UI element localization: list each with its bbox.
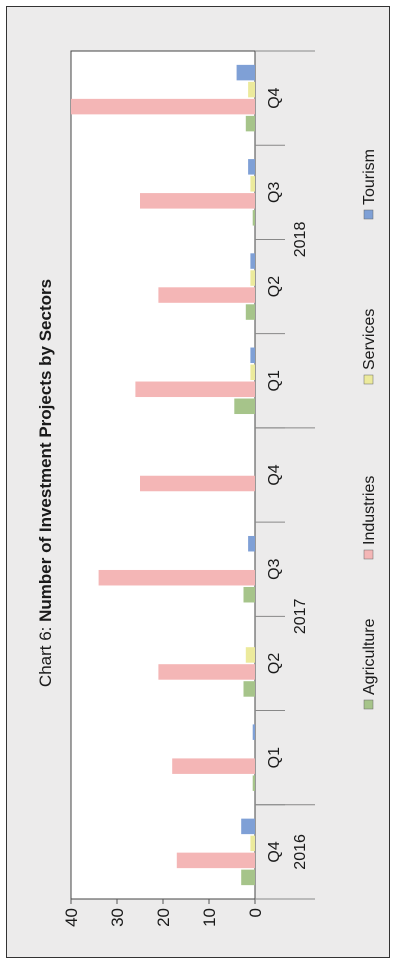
bar-tourism-8 <box>236 64 256 81</box>
bar-services-0 <box>250 835 255 852</box>
bar-industries-7 <box>140 193 255 209</box>
x-tick-label: Q4 <box>266 841 283 862</box>
x-tick-label: Q2 <box>266 653 283 674</box>
y-tick-label: 30 <box>108 908 127 927</box>
bars-layer <box>71 64 256 886</box>
bar-agriculture-0 <box>241 869 255 886</box>
x-tick-label: Q2 <box>266 276 283 297</box>
x-tick-label: Q4 <box>266 464 283 485</box>
bar-tourism-5 <box>250 347 255 364</box>
bar-agriculture-2 <box>243 681 255 697</box>
y-tick-label: 40 <box>62 908 81 927</box>
legend-swatch-tourism <box>363 209 374 220</box>
year-label: 2018 <box>292 222 309 258</box>
bar-industries-8 <box>71 98 255 115</box>
bar-industries-4 <box>140 475 255 492</box>
bar-services-5 <box>250 364 255 381</box>
bar-tourism-1 <box>252 724 255 740</box>
chart: Chart 6: Number of Investment Projects b… <box>36 50 378 927</box>
y-tick-label: 10 <box>200 908 219 927</box>
year-label: 2017 <box>292 598 309 634</box>
bar-industries-6 <box>158 287 255 303</box>
bar-industries-5 <box>135 381 255 398</box>
legend-label-services: Services <box>361 309 378 370</box>
x-tick-label: Q1 <box>266 747 283 768</box>
legend-label-industries: Industries <box>361 476 378 545</box>
bar-services-6 <box>250 270 255 286</box>
bar-tourism-7 <box>248 159 256 175</box>
x-tick-label: Q1 <box>266 370 283 391</box>
bar-agriculture-7 <box>252 210 255 226</box>
legend-swatch-services <box>363 374 374 385</box>
bar-agriculture-3 <box>243 586 255 603</box>
bar-agriculture-5 <box>234 398 256 415</box>
bar-tourism-6 <box>250 253 255 269</box>
legend-swatch-industries <box>363 549 374 560</box>
bar-tourism-3 <box>248 535 256 552</box>
year-label: 2016 <box>292 834 309 870</box>
y-tick-label: 20 <box>154 908 173 927</box>
axes-layer: 0 10 20 30 40 Q4 Q1 Q2 Q3 Q4 Q1 Q2 Q3 Q4 2016 2017 2018 <box>62 50 315 927</box>
bar-industries-2 <box>158 664 255 680</box>
bar-tourism-0 <box>241 818 255 835</box>
bar-industries-3 <box>98 569 255 586</box>
bar-agriculture-6 <box>245 304 256 320</box>
legend: Agriculture Industries Services Tourism <box>361 149 378 710</box>
legend-label-agriculture: Agriculture <box>361 618 378 695</box>
bar-industries-0 <box>176 852 255 869</box>
bar-industries-1 <box>172 758 255 774</box>
bar-agriculture-8 <box>245 115 256 132</box>
chart-frame: Chart 6: Number of Investment Projects b… <box>6 6 390 958</box>
bar-agriculture-1 <box>252 775 255 791</box>
legend-label-tourism: Tourism <box>361 149 378 205</box>
x-tick-label: Q3 <box>266 558 283 579</box>
x-tick-label: Q3 <box>266 182 283 203</box>
chart-title: Chart 6: Number of Investment Projects b… <box>36 279 55 687</box>
bar-services-2 <box>245 647 256 663</box>
y-tick-label: 0 <box>246 908 265 917</box>
x-tick-label: Q4 <box>266 87 283 108</box>
legend-swatch-agriculture <box>363 699 374 710</box>
bar-services-8 <box>248 81 256 98</box>
bar-services-7 <box>250 176 255 192</box>
